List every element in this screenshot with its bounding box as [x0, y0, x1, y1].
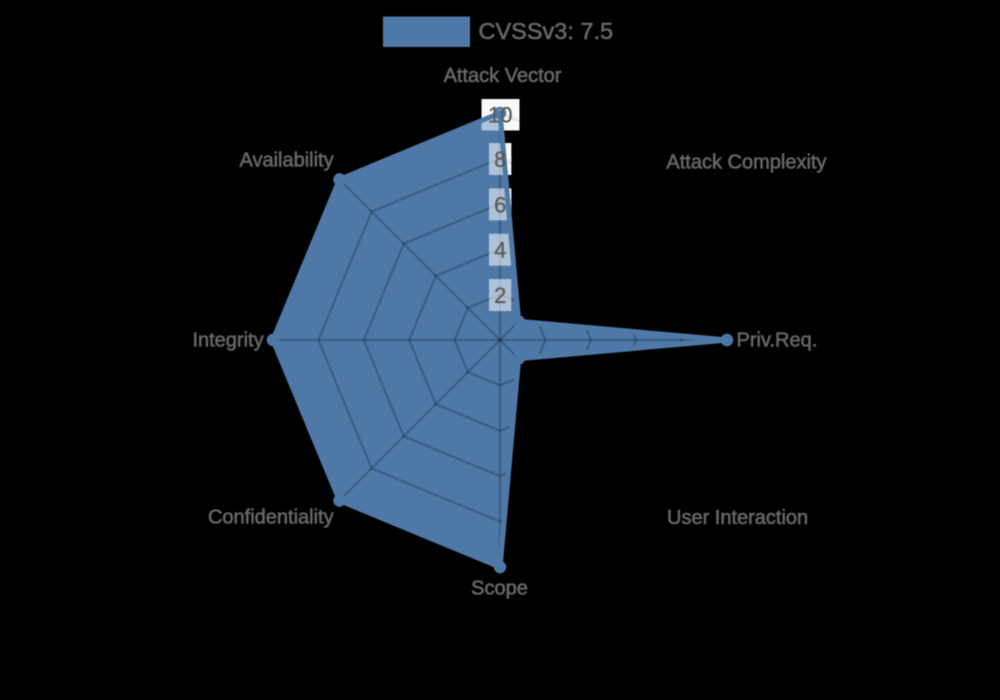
svg-text:Confidentiality: Confidentiality	[208, 506, 334, 528]
svg-text:CVSSv3: 7.5: CVSSv3: 7.5	[479, 18, 614, 44]
svg-text:User Interaction: User Interaction	[667, 507, 808, 529]
svg-text:Scope: Scope	[471, 578, 528, 600]
svg-text:8: 8	[494, 147, 506, 172]
svg-text:Attack Vector: Attack Vector	[444, 65, 562, 87]
svg-text:Attack Complexity: Attack Complexity	[666, 152, 826, 174]
svg-text:Availability: Availability	[239, 149, 333, 171]
svg-text:Integrity: Integrity	[192, 330, 263, 352]
svg-text:6: 6	[494, 192, 506, 217]
svg-text:2: 2	[494, 283, 506, 308]
svg-text:4: 4	[494, 238, 506, 263]
svg-text:Priv.Req.: Priv.Req.	[737, 329, 818, 351]
svg-text:10: 10	[488, 103, 512, 128]
